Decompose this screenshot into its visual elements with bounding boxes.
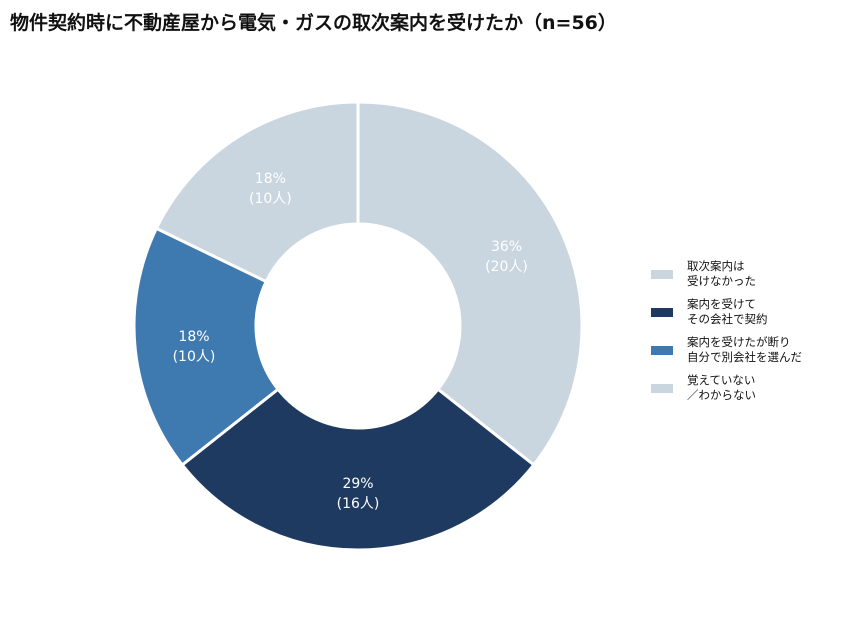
slice-count-label: (10人) <box>173 349 216 365</box>
legend-item: 取次案内は 受けなかった <box>651 256 841 292</box>
legend: 取次案内は 受けなかった 案内を受けて その会社で契約 案内を受けたが断り 自分… <box>651 256 841 408</box>
legend-item: 案内を受けて その会社で契約 <box>651 294 841 330</box>
pie-slice <box>132 226 281 467</box>
legend-item: 覚えていない ／わからない <box>651 370 841 406</box>
slice-count-label: (20人) <box>485 259 528 275</box>
slice-count-label: (16人) <box>337 496 380 512</box>
pie-slice <box>180 387 536 552</box>
pie-slice <box>154 100 360 284</box>
legend-label: 案内を受けて その会社で契約 <box>687 297 768 326</box>
legend-swatch <box>651 269 673 279</box>
legend-swatch <box>651 345 673 355</box>
legend-label: 取次案内は 受けなかった <box>687 259 756 288</box>
slice-percent-label: 29% <box>342 476 373 492</box>
chart-title: 物件契約時に不動産屋から電気・ガスの取次案内を受けたか（n=56） <box>10 12 617 34</box>
slice-percent-label: 18% <box>255 171 286 187</box>
legend-swatch <box>651 383 673 393</box>
legend-label: 覚えていない ／わからない <box>687 373 756 402</box>
legend-swatch <box>651 307 673 317</box>
pie-slice <box>356 100 584 467</box>
legend-item: 案内を受けたが断り 自分で別会社を選んだ <box>651 332 841 368</box>
slice-percent-label: 36% <box>491 239 522 255</box>
slice-count-label: (10人) <box>249 191 292 207</box>
slice-percent-label: 18% <box>178 329 209 345</box>
legend-label: 案内を受けたが断り 自分で別会社を選んだ <box>687 335 802 364</box>
